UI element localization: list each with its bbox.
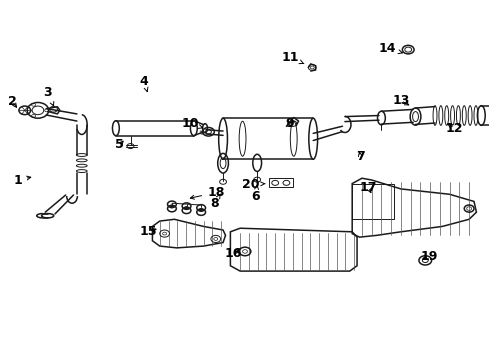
Text: 7: 7: [356, 150, 365, 163]
Text: 18: 18: [190, 186, 224, 199]
Text: 3: 3: [43, 86, 54, 106]
Bar: [270, 178, 293, 187]
Text: 15: 15: [140, 225, 157, 238]
Text: 8: 8: [211, 194, 220, 210]
Circle shape: [199, 208, 203, 211]
Text: 11: 11: [281, 51, 304, 64]
Text: 14: 14: [379, 42, 402, 55]
Text: 19: 19: [420, 250, 438, 263]
Text: 20: 20: [242, 178, 265, 191]
Text: 10: 10: [182, 117, 202, 130]
Text: 6: 6: [251, 185, 260, 203]
Circle shape: [185, 207, 189, 210]
Text: 5: 5: [116, 139, 124, 152]
Text: 9: 9: [286, 117, 294, 130]
Text: 1: 1: [13, 174, 31, 186]
Bar: [352, 184, 393, 219]
Text: 4: 4: [140, 75, 148, 91]
Text: 17: 17: [360, 181, 377, 194]
Circle shape: [170, 205, 174, 208]
Text: 12: 12: [446, 122, 463, 135]
Text: 16: 16: [224, 247, 242, 260]
Text: 2: 2: [8, 95, 17, 108]
Text: 13: 13: [392, 94, 410, 107]
